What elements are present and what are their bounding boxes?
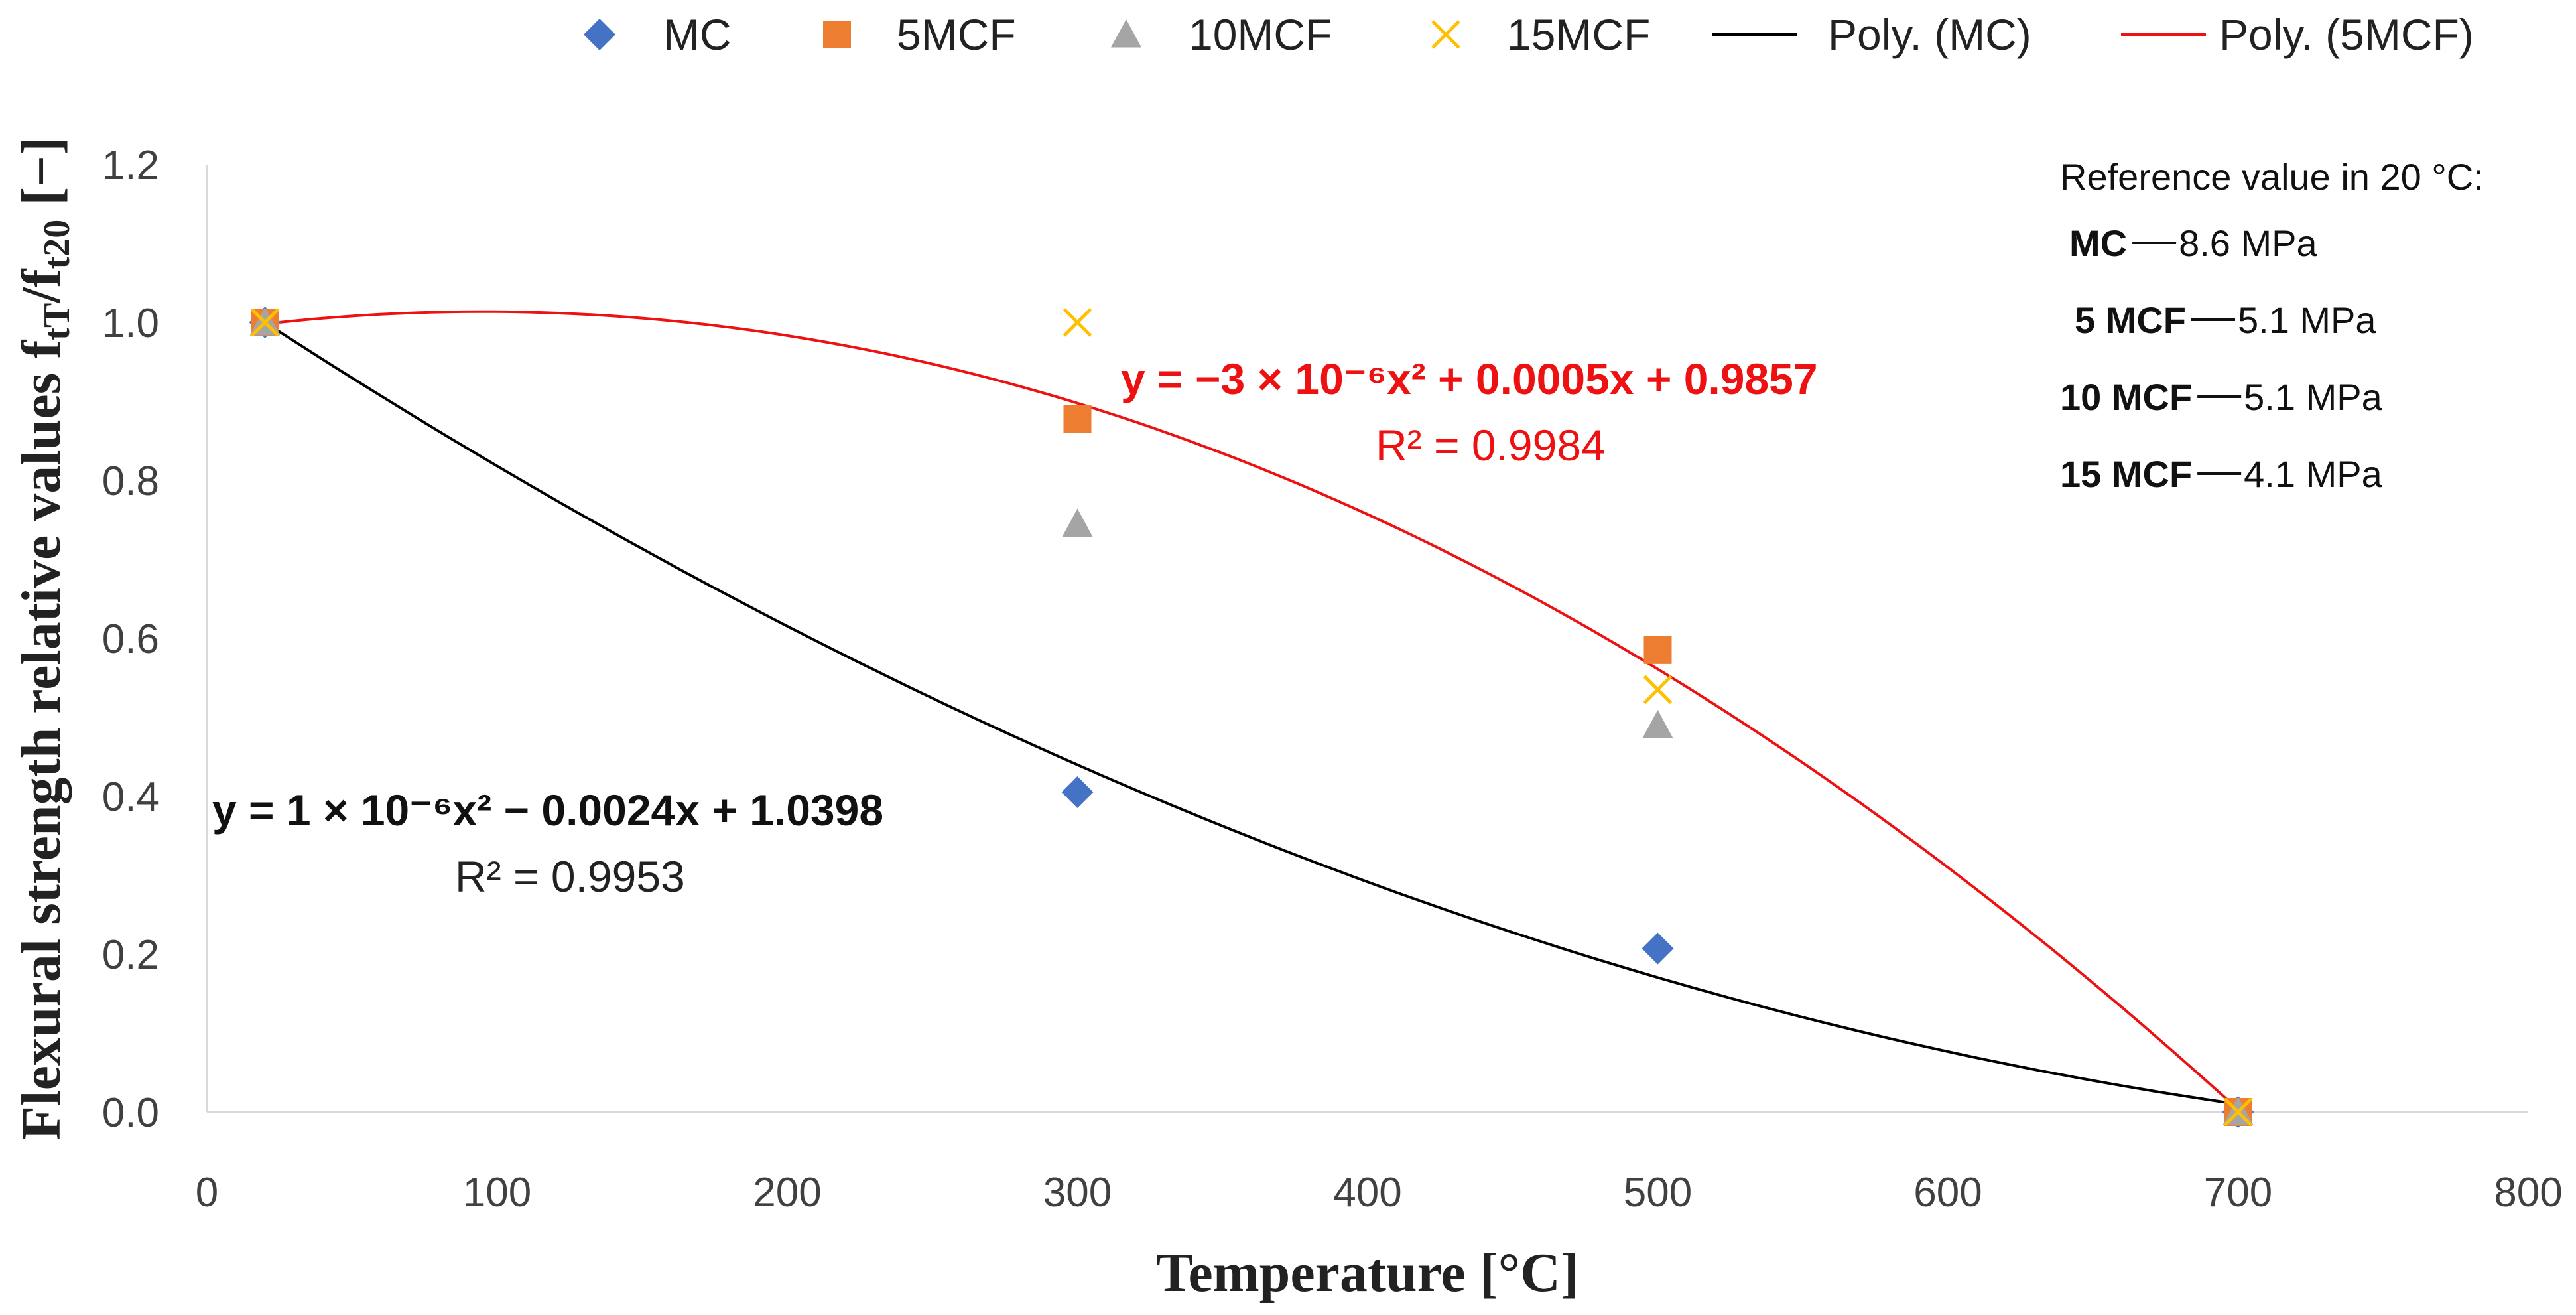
y-tick-label: 0.0 (102, 1090, 159, 1136)
reference-value: 4.1 MPa (2244, 453, 2382, 495)
axes (206, 165, 2528, 1113)
r2-poly-5mcf: R² = 0.9984 (1376, 421, 1606, 470)
marker-5mcf (1643, 636, 1672, 664)
y-axis-title: Flexural strength relative values ftT/ft… (11, 137, 78, 1140)
marker-15mcf-stroke-b (1643, 675, 1673, 705)
reference-title: Reference value in 20 °C: (2060, 156, 2484, 198)
marker-15mcf-stroke-b (250, 308, 280, 337)
legend-marker-15mcf (1431, 20, 1460, 49)
trendline-poly-5mcf (265, 310, 2239, 1111)
x-tick-label: 100 (463, 1170, 531, 1215)
y-axis-title-main: Flexural strength relative values f (11, 340, 72, 1140)
y-axis-title-unit: [−] (11, 137, 72, 220)
reference-label: 5 MCF (2075, 299, 2186, 341)
legend-label-poly-mc: Poly. (MC) (1828, 10, 2031, 59)
y-axis-title-sub2: t20 (36, 220, 78, 269)
marker-15mcf-stroke-b (1063, 308, 1092, 337)
y-tick-label: 1.2 (102, 143, 159, 188)
marker-15mcf (250, 308, 280, 337)
marker-mc (1642, 932, 1674, 965)
marker-10mcf (1062, 508, 1093, 537)
x-tick-label: 200 (753, 1170, 821, 1215)
marker-15mcf (1643, 675, 1673, 705)
y-tick-labels: 0.0 0.2 0.4 0.6 0.8 1.0 1.2 (102, 143, 159, 1136)
y-tick-label: 0.2 (102, 932, 159, 978)
r2-poly-mc: R² = 0.9953 (455, 852, 685, 901)
data-markers (249, 307, 2254, 1128)
x-tick-label: 300 (1043, 1170, 1112, 1215)
trendlines (264, 310, 2239, 1111)
reference-label: 15 MCF (2060, 453, 2192, 495)
reference-values: Reference value in 20 °C: MC 8.6 MPa 5 MCF… (2060, 156, 2484, 495)
x-tick-label: 400 (1333, 1170, 1401, 1215)
marker-5mcf (1063, 405, 1092, 433)
x-tick-label: 600 (1913, 1170, 1982, 1215)
legend-marker-mc (584, 19, 615, 50)
legend-label-10mcf: 10MCF (1189, 10, 1332, 59)
marker-15mcf (2223, 1097, 2253, 1127)
y-axis-title-sub1: tT (36, 303, 78, 340)
equation-poly-5mcf: y = −3 × 10⁻⁶x² + 0.0005x + 0.9857 (1121, 354, 1818, 403)
legend-marker-15mcf-stroke-b (1431, 20, 1460, 49)
marker-mc (1061, 776, 1094, 809)
reference-label: 10 MCF (2060, 376, 2192, 418)
x-axis-title: Temperature [°C] (1156, 1242, 1579, 1304)
trendline-poly-mc (264, 321, 2238, 1106)
x-tick-label: 500 (1624, 1170, 1692, 1215)
reference-value: 8.6 MPa (2179, 222, 2317, 264)
legend: MC 5MCF 10MCF 15MCF Poly. (MC) Poly. (5MCF) (584, 10, 2474, 59)
y-tick-label: 0.6 (102, 616, 159, 662)
y-axis-title-slash: /f (11, 268, 72, 303)
y-tick-label: 1.0 (102, 301, 159, 346)
legend-label-poly-5mcf: Poly. (5MCF) (2219, 10, 2474, 59)
reference-label: MC (2069, 222, 2127, 264)
legend-label-5mcf: 5MCF (897, 10, 1016, 59)
legend-label-mc: MC (663, 10, 732, 59)
marker-10mcf (1642, 709, 1673, 738)
reference-value: 5.1 MPa (2244, 376, 2382, 418)
legend-label-15mcf: 15MCF (1507, 10, 1650, 59)
legend-marker-10mcf (1111, 19, 1141, 48)
marker-15mcf (1063, 308, 1092, 337)
x-tick-label: 0 (196, 1170, 218, 1215)
y-tick-label: 0.8 (102, 458, 159, 504)
equation-poly-mc: y = 1 × 10⁻⁶x² − 0.0024x + 1.0398 (212, 786, 883, 835)
legend-marker-5mcf (823, 21, 851, 48)
reference-value: 5.1 MPa (2238, 299, 2376, 341)
y-tick-label: 0.4 (102, 774, 159, 820)
x-tick-label: 700 (2204, 1170, 2272, 1215)
x-tick-labels: 0 100 200 300 400 500 600 700 800 (196, 1170, 2563, 1215)
x-tick-label: 800 (2494, 1170, 2562, 1215)
marker-15mcf-stroke-b (2223, 1097, 2253, 1127)
